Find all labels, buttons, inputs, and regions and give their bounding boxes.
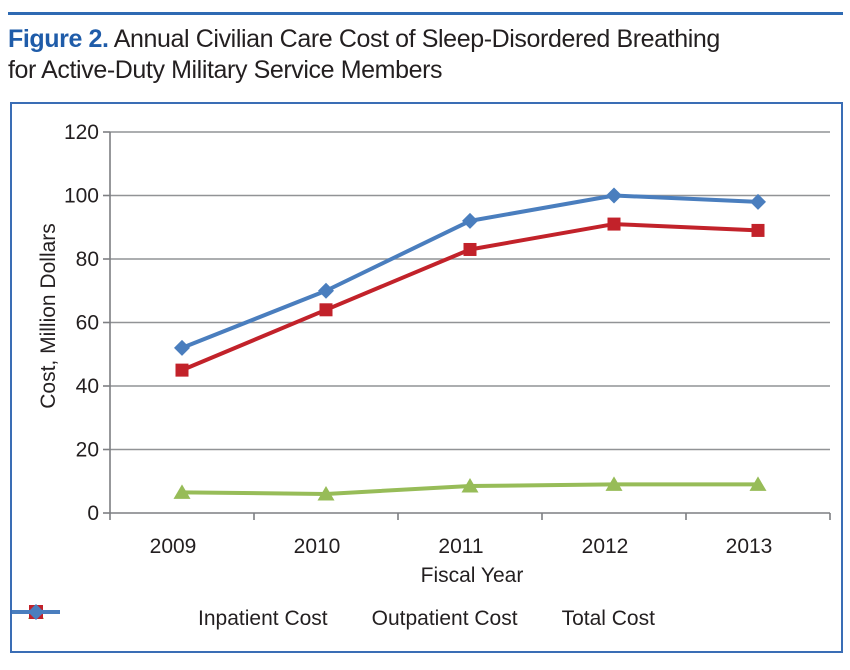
series-inpatient-cost (173, 476, 767, 501)
y-tick-label: 40 (76, 375, 99, 398)
diamond-marker (606, 187, 622, 204)
y-axis-title: Cost, Million Dollars (37, 223, 60, 409)
square-marker (319, 303, 333, 317)
figure-title-text1: Annual Civilian Care Cost of Sleep-Disor… (113, 25, 721, 53)
x-axis-title: Fiscal Year (421, 564, 524, 587)
legend-item-total-cost: Total Cost (12, 604, 655, 631)
y-tick-label: 100 (64, 185, 99, 208)
y-tick-label: 120 (64, 121, 99, 144)
figure-number-label: Figure 2. (8, 25, 109, 53)
y-tick-label: 20 (76, 439, 99, 462)
y-tick-label: 0 (87, 502, 99, 525)
legend-item-inpatient-cost: Inpatient Cost (12, 605, 328, 631)
x-tick-label: 2010 (294, 535, 341, 558)
triangle-marker (605, 476, 623, 491)
square-marker (175, 363, 189, 377)
figure-title-line2: for Active-Duty Military Service Members (8, 56, 443, 84)
chart-frame: 0 20 40 60 80 100 120 2009 2010 2011 2012 2013 Fisca… (10, 102, 843, 653)
figure-title-line1: Figure 2. Annual Civilian Care Cost of S… (8, 24, 846, 55)
chart-legend: Inpatient Cost Outpatient Cost Total Cos… (12, 603, 841, 635)
x-tick-labels: 2009 2010 2011 2012 2013 (150, 535, 773, 558)
x-tick-label: 2012 (582, 535, 629, 558)
x-tick-label: 2011 (438, 535, 483, 558)
legend-label-inpatient: Inpatient Cost (198, 607, 328, 630)
square-marker (607, 217, 621, 231)
triangle-marker (317, 485, 335, 501)
gridlines (110, 131, 830, 451)
square-marker (751, 223, 765, 237)
series-outpatient-cost (175, 217, 765, 377)
x-tick-label: 2013 (726, 535, 773, 558)
x-tick-label: 2009 (150, 535, 197, 558)
y-tick-label: 60 (76, 312, 99, 335)
triangle-marker (749, 476, 767, 491)
axis-ticks (103, 131, 831, 520)
diamond-marker (750, 193, 766, 210)
legend-label-outpatient: Outpatient Cost (371, 607, 518, 630)
figure-title: Figure 2. Annual Civilian Care Cost of S… (8, 24, 846, 86)
legend-label-total: Total Cost (561, 607, 655, 630)
line-chart-canvas: 0 20 40 60 80 100 120 2009 2010 2011 2012 2013 Fisca… (37, 121, 831, 587)
triangle-marker (173, 484, 191, 499)
y-tick-labels: 0 20 40 60 80 100 120 (64, 121, 99, 525)
diamond-marker (174, 339, 190, 356)
diamond-marker (462, 212, 478, 229)
legend-item-outpatient-cost: Outpatient Cost (12, 605, 518, 631)
y-tick-label: 80 (76, 248, 99, 271)
diamond-marker (318, 282, 334, 299)
triangle-marker (461, 478, 479, 493)
series-total-cost (174, 187, 766, 356)
square-marker (463, 242, 477, 256)
total-diamond-marker-icon (12, 604, 60, 620)
top-rule-divider (8, 12, 843, 15)
